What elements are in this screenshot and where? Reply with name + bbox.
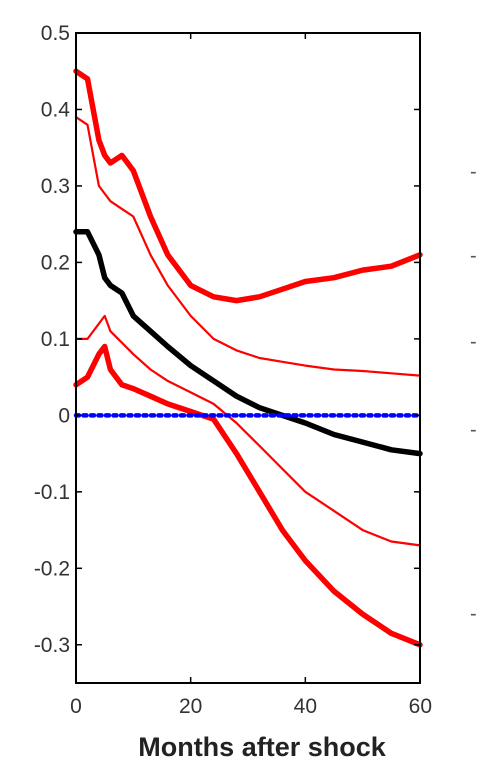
y-tick-label: -0.1 [34, 481, 70, 504]
x-tick-label: 0 [70, 695, 82, 718]
y-tick-label: -0.3 [34, 634, 70, 657]
series-line-lower-band-outer [73, 343, 423, 648]
adjacent-panel-fragment: - [470, 331, 477, 353]
plot-lines [73, 68, 423, 648]
y-tick-label: 0.1 [41, 328, 70, 351]
y-axis-ticks: 0.5 0.4 0.3 0.2 0.1 0 -0.1 -0.2 -0.3 [34, 22, 420, 657]
x-axis-label: Months after shock [138, 732, 387, 762]
y-tick-label: 0.3 [41, 175, 70, 198]
adjacent-panel-fragment: - [470, 161, 477, 183]
series-line-upper-band-outer [73, 68, 423, 304]
y-tick-label: -0.2 [34, 557, 70, 580]
series-line-upper-band-inner [74, 115, 422, 377]
adjacent-panel-fragment: - [470, 603, 477, 625]
x-tick-label: 20 [179, 695, 202, 718]
right-edge-fragments: - - - - - [470, 161, 477, 625]
x-tick-label: 60 [409, 695, 432, 718]
y-tick-label: 0.2 [41, 251, 70, 274]
adjacent-panel-fragment: - [470, 245, 477, 267]
series-line-point-estimate [73, 229, 423, 457]
x-tick-label: 40 [294, 695, 317, 718]
series-line-lower-band-inner [74, 314, 422, 547]
y-tick-label: 0.5 [41, 22, 70, 45]
plot-frame [75, 32, 421, 684]
y-tick-label: 0.4 [41, 98, 71, 121]
adjacent-panel-fragment: - [470, 419, 477, 441]
x-axis-ticks: 0 20 40 60 [70, 33, 432, 718]
y-tick-label: 0 [58, 404, 70, 427]
